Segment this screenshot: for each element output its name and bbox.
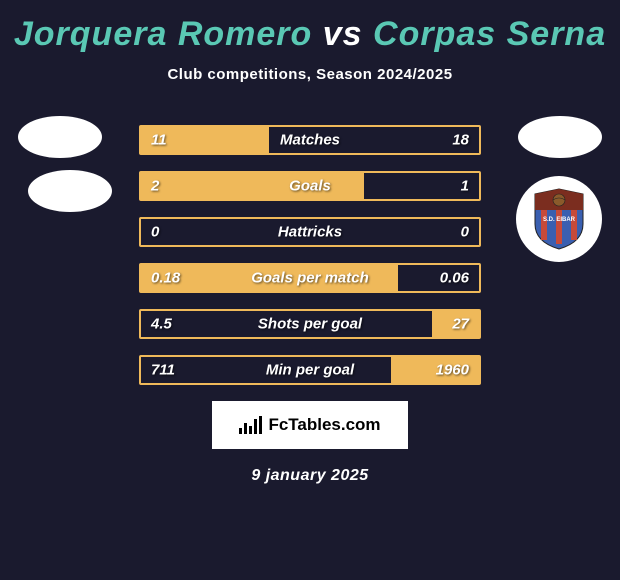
stat-label: Matches — [280, 132, 340, 149]
stat-label: Min per goal — [266, 362, 354, 379]
report-date: 9 january 2025 — [0, 467, 620, 485]
stat-label: Goals — [289, 178, 331, 195]
stat-row: 0.18 Goals per match 0.06 — [139, 263, 481, 293]
vs-text: vs — [323, 15, 363, 53]
stat-right-value: 0 — [461, 224, 469, 241]
stat-label: Shots per goal — [258, 316, 362, 333]
stat-left-value: 4.5 — [151, 316, 172, 333]
stat-left-value: 0 — [151, 224, 159, 241]
bars-icon — [239, 416, 262, 434]
source-badge: FcTables.com — [212, 401, 408, 449]
stat-right-value: 27 — [452, 316, 469, 333]
subtitle: Club competitions, Season 2024/2025 — [0, 66, 620, 83]
player1-club-badge-2 — [28, 170, 112, 212]
stat-right-value: 1 — [461, 178, 469, 195]
stat-left-value: 2 — [151, 178, 159, 195]
player1-name: Jorquera Romero — [14, 15, 312, 53]
stat-row: 711 Min per goal 1960 — [139, 355, 481, 385]
player2-name: Corpas Serna — [373, 15, 606, 53]
player2-club-badge-1 — [518, 116, 602, 158]
stat-left-value: 711 — [151, 362, 175, 379]
stat-row: 0 Hattricks 0 — [139, 217, 481, 247]
player1-club-badge-1 — [18, 116, 102, 158]
comparison-title: Jorquera Romero vs Corpas Serna — [0, 15, 620, 54]
source-name: FcTables.com — [268, 415, 380, 435]
stat-right-value: 1960 — [436, 362, 469, 379]
stat-label: Goals per match — [251, 270, 369, 287]
player2-club-logo: S.D. EIBAR — [516, 176, 602, 262]
eibar-shield-icon: S.D. EIBAR — [531, 188, 587, 250]
stat-right-value: 18 — [452, 132, 469, 149]
stat-right-value: 0.06 — [440, 270, 469, 287]
stat-row: 2 Goals 1 — [139, 171, 481, 201]
stat-label: Hattricks — [278, 224, 342, 241]
stats-table: 11 Matches 18 2 Goals 1 0 Hattricks 0 0.18 Goals p… — [139, 125, 481, 385]
stat-row: 11 Matches 18 — [139, 125, 481, 155]
stat-row: 4.5 Shots per goal 27 — [139, 309, 481, 339]
stat-left-value: 0.18 — [151, 270, 180, 287]
svg-text:S.D. EIBAR: S.D. EIBAR — [543, 217, 576, 223]
stat-left-value: 11 — [151, 132, 167, 149]
